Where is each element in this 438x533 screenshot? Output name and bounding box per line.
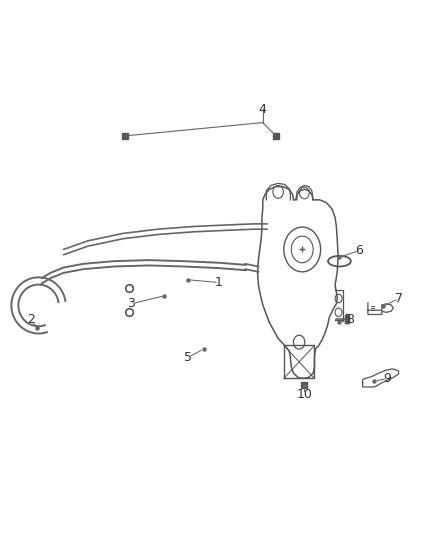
Text: 10: 10 xyxy=(297,388,312,401)
Text: 4: 4 xyxy=(259,103,267,116)
Text: 7: 7 xyxy=(395,292,403,305)
Text: 5: 5 xyxy=(184,351,192,364)
Text: 3: 3 xyxy=(127,297,135,310)
Text: 8: 8 xyxy=(346,313,354,326)
Text: 1: 1 xyxy=(215,276,223,289)
Text: 6: 6 xyxy=(355,244,363,257)
Text: 2: 2 xyxy=(27,313,35,326)
Text: 9: 9 xyxy=(384,372,392,385)
